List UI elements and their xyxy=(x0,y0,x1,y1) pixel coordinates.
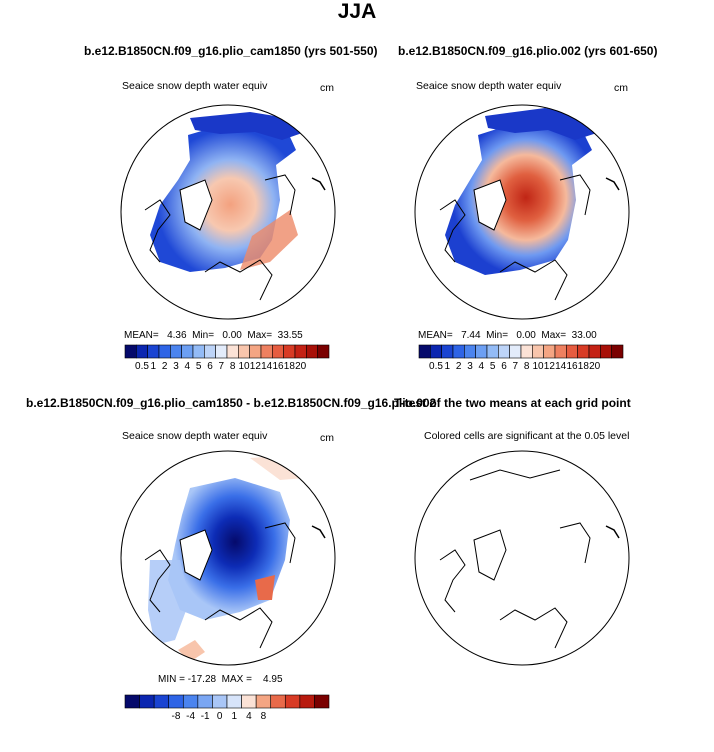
tl-colorbar-label: 3 xyxy=(173,361,179,372)
tr-coast-1 xyxy=(439,199,466,263)
tr-island xyxy=(605,177,620,191)
panel-tr-colorbar-labels: 0.5 1 2 3 4 5 6 7 8 10 12 14 16 18 20 xyxy=(0,361,714,375)
bl-seaice-west xyxy=(148,560,190,645)
panel-tl-units: cm xyxy=(320,82,334,94)
bl-coast-3 xyxy=(264,522,296,564)
tl-colorbar-label: 10 xyxy=(238,361,250,372)
tl-coast-2 xyxy=(204,259,273,301)
tl-colorbar-label: 5 xyxy=(195,361,202,372)
tr-colorbar-label: 10 xyxy=(532,361,544,372)
panel-bl-units: cm xyxy=(320,432,334,444)
tr-colorbar-swatch-17 xyxy=(611,344,624,359)
tr-coast-2 xyxy=(499,259,568,301)
br-coast-1 xyxy=(439,549,466,613)
panel-bl-stats: MIN = -17.28 MAX = 4.95 xyxy=(158,674,283,685)
tr-colorbar-label: 14 xyxy=(555,361,567,372)
tr-colorbar-label: 0.5 xyxy=(429,361,443,372)
tr-colorbar-label: 20 xyxy=(589,361,601,372)
panel-tl-title: b.e12.B1850CN.f09_g16.plio_cam1850 (yrs … xyxy=(84,44,378,58)
tl-coast-3 xyxy=(264,174,296,216)
tr-colorbar-label: 5 xyxy=(489,361,496,372)
tr-colorbar-label: 18 xyxy=(577,361,589,372)
bl-coast-2 xyxy=(204,607,273,649)
tl-colorbar-label: 12 xyxy=(249,361,261,372)
tr-colorbar-label: 7 xyxy=(512,361,519,372)
panel-bl-colorbar-labels: -8 -4 -1 0 1 4 8 xyxy=(0,711,714,725)
tl-colorbar-label: 16 xyxy=(272,361,284,372)
br-greenland xyxy=(473,529,507,581)
bl-colorbar-label: 8 xyxy=(260,711,267,722)
bl-greenland xyxy=(179,529,213,581)
tl-coast-1 xyxy=(144,199,171,263)
panel-tr-title: b.e12.B1850CN.f09_g16.plio.002 (yrs 601-… xyxy=(398,44,658,58)
panel-tr-units: cm xyxy=(614,82,628,94)
tl-colorbar-label: 0.5 xyxy=(135,361,149,372)
tr-colorbar-label: 8 xyxy=(523,361,530,372)
br-coast-4 xyxy=(469,469,561,481)
br-island xyxy=(605,525,620,539)
tl-greenland xyxy=(179,179,213,231)
tr-colorbar-label: 6 xyxy=(501,361,507,372)
tl-colorbar-label: 6 xyxy=(207,361,213,372)
br-coast-3 xyxy=(559,522,591,564)
bl-colorbar-label: -4 xyxy=(186,711,196,722)
tr-seaice-field xyxy=(445,120,592,275)
tr-coast-3 xyxy=(559,174,591,216)
tl-colorbar-label: 4 xyxy=(184,361,191,372)
bl-colorbar-label: -1 xyxy=(200,711,210,722)
season-title: JJA xyxy=(337,0,377,23)
bl-colorbar-swatch-13 xyxy=(314,694,330,709)
panel-tr-variable: Seaice snow depth water equiv xyxy=(416,80,562,92)
tl-colorbar-label: 1 xyxy=(150,361,157,372)
tl-colorbar-label: 8 xyxy=(229,361,236,372)
tl-colorbar-label: 18 xyxy=(283,361,295,372)
panel-bl-title: b.e12.B1850CN.f09_g16.plio_cam1850 - b.e… xyxy=(26,396,437,410)
tr-colorbar-label: 2 xyxy=(455,361,462,372)
panel-br-variable: Colored cells are significant at the 0.0… xyxy=(424,430,630,442)
bl-coast-1 xyxy=(144,549,171,613)
tl-island xyxy=(311,177,326,191)
bl-colorbar-label: 4 xyxy=(246,711,252,722)
bl-positive-2 xyxy=(255,575,275,600)
tr-colorbar-label: 12 xyxy=(543,361,555,372)
panel-br-title: T-test of the two means at each grid poi… xyxy=(394,396,631,410)
tl-seaice-outer xyxy=(190,112,305,140)
panel-tr-stats: MEAN= 7.44 Min= 0.00 Max= 33.00 xyxy=(418,330,597,341)
bl-colorbar-label: 1 xyxy=(231,711,238,722)
tl-colorbar-swatch-17 xyxy=(317,344,330,359)
tl-colorbar-label: 20 xyxy=(295,361,307,372)
panel-tl-stats: MEAN= 4.36 Min= 0.00 Max= 33.55 xyxy=(124,330,303,341)
tl-seaice-east xyxy=(240,210,298,270)
panel-bl-variable: Seaice snow depth water equiv xyxy=(122,430,268,442)
panel-tl-variable: Seaice snow depth water equiv xyxy=(122,80,268,92)
tl-colorbar-label: 14 xyxy=(261,361,273,372)
tl-colorbar-label: 2 xyxy=(161,361,168,372)
bl-island xyxy=(311,525,326,539)
tr-colorbar-label: 4 xyxy=(478,361,485,372)
tr-colorbar-label: 16 xyxy=(566,361,578,372)
tl-colorbar-label: 7 xyxy=(218,361,225,372)
bl-colorbar-label: -8 xyxy=(171,711,181,722)
tr-colorbar-label: 3 xyxy=(467,361,473,372)
br-coast-2 xyxy=(499,607,568,649)
tr-colorbar-label: 1 xyxy=(444,361,451,372)
tr-greenland xyxy=(473,179,507,231)
panel-tl-colorbar-labels: 0.5 1 2 3 4 5 6 7 8 10 12 14 16 18 20 xyxy=(0,361,714,375)
bl-colorbar-label: 0 xyxy=(216,711,223,722)
